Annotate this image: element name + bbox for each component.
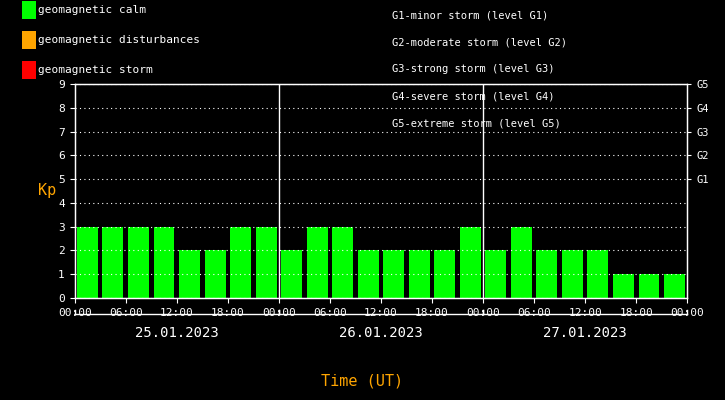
Bar — [486, 250, 506, 298]
Bar — [434, 250, 455, 298]
Bar — [332, 227, 353, 298]
Text: 27.01.2023: 27.01.2023 — [543, 326, 627, 340]
Bar — [204, 250, 225, 298]
Bar — [128, 227, 149, 298]
Text: G1-minor storm (level G1): G1-minor storm (level G1) — [392, 10, 548, 20]
Bar — [511, 227, 532, 298]
Bar — [230, 227, 251, 298]
Bar — [562, 250, 583, 298]
Text: geomagnetic calm: geomagnetic calm — [38, 5, 146, 15]
Bar — [357, 250, 378, 298]
Text: 25.01.2023: 25.01.2023 — [135, 326, 219, 340]
Y-axis label: Kp: Kp — [38, 184, 57, 198]
Text: geomagnetic storm: geomagnetic storm — [38, 65, 153, 75]
Bar — [281, 250, 302, 298]
Bar — [664, 274, 685, 298]
Bar — [77, 227, 98, 298]
Bar — [307, 227, 328, 298]
Bar — [460, 227, 481, 298]
Bar — [179, 250, 200, 298]
Text: 26.01.2023: 26.01.2023 — [339, 326, 423, 340]
Text: Time (UT): Time (UT) — [321, 373, 404, 388]
Bar — [613, 274, 634, 298]
Bar — [536, 250, 558, 298]
Bar — [639, 274, 660, 298]
Bar — [587, 250, 608, 298]
Bar — [256, 227, 276, 298]
Bar — [154, 227, 175, 298]
Bar — [409, 250, 430, 298]
Text: G4-severe storm (level G4): G4-severe storm (level G4) — [392, 92, 554, 102]
Bar — [384, 250, 405, 298]
Bar — [102, 227, 123, 298]
Text: G3-strong storm (level G3): G3-strong storm (level G3) — [392, 64, 554, 74]
Text: G2-moderate storm (level G2): G2-moderate storm (level G2) — [392, 37, 566, 47]
Text: geomagnetic disturbances: geomagnetic disturbances — [38, 35, 200, 45]
Text: G5-extreme storm (level G5): G5-extreme storm (level G5) — [392, 119, 560, 129]
